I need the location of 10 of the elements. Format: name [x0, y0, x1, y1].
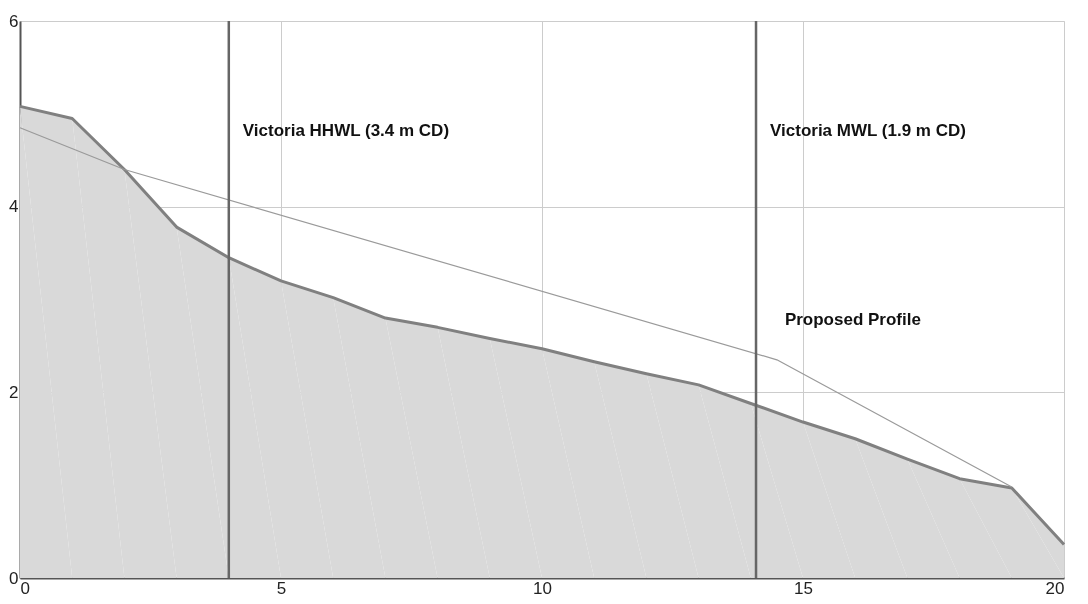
x-tick-label: 15: [794, 578, 813, 598]
x-tick-label: 10: [533, 578, 552, 598]
x-tick-label: 20: [1045, 578, 1065, 598]
y-tick-label: 6: [9, 11, 19, 31]
y-tick-label: 2: [9, 382, 19, 402]
series-label: Proposed Profile: [784, 309, 921, 329]
y-tick-label: 4: [9, 197, 19, 217]
ref-line-label: Victoria HHWL (3.4 m CD): [242, 121, 450, 140]
ref-line-label: Victoria MWL (1.9 m CD): [770, 121, 966, 140]
x-tick-label: 5: [276, 578, 287, 598]
